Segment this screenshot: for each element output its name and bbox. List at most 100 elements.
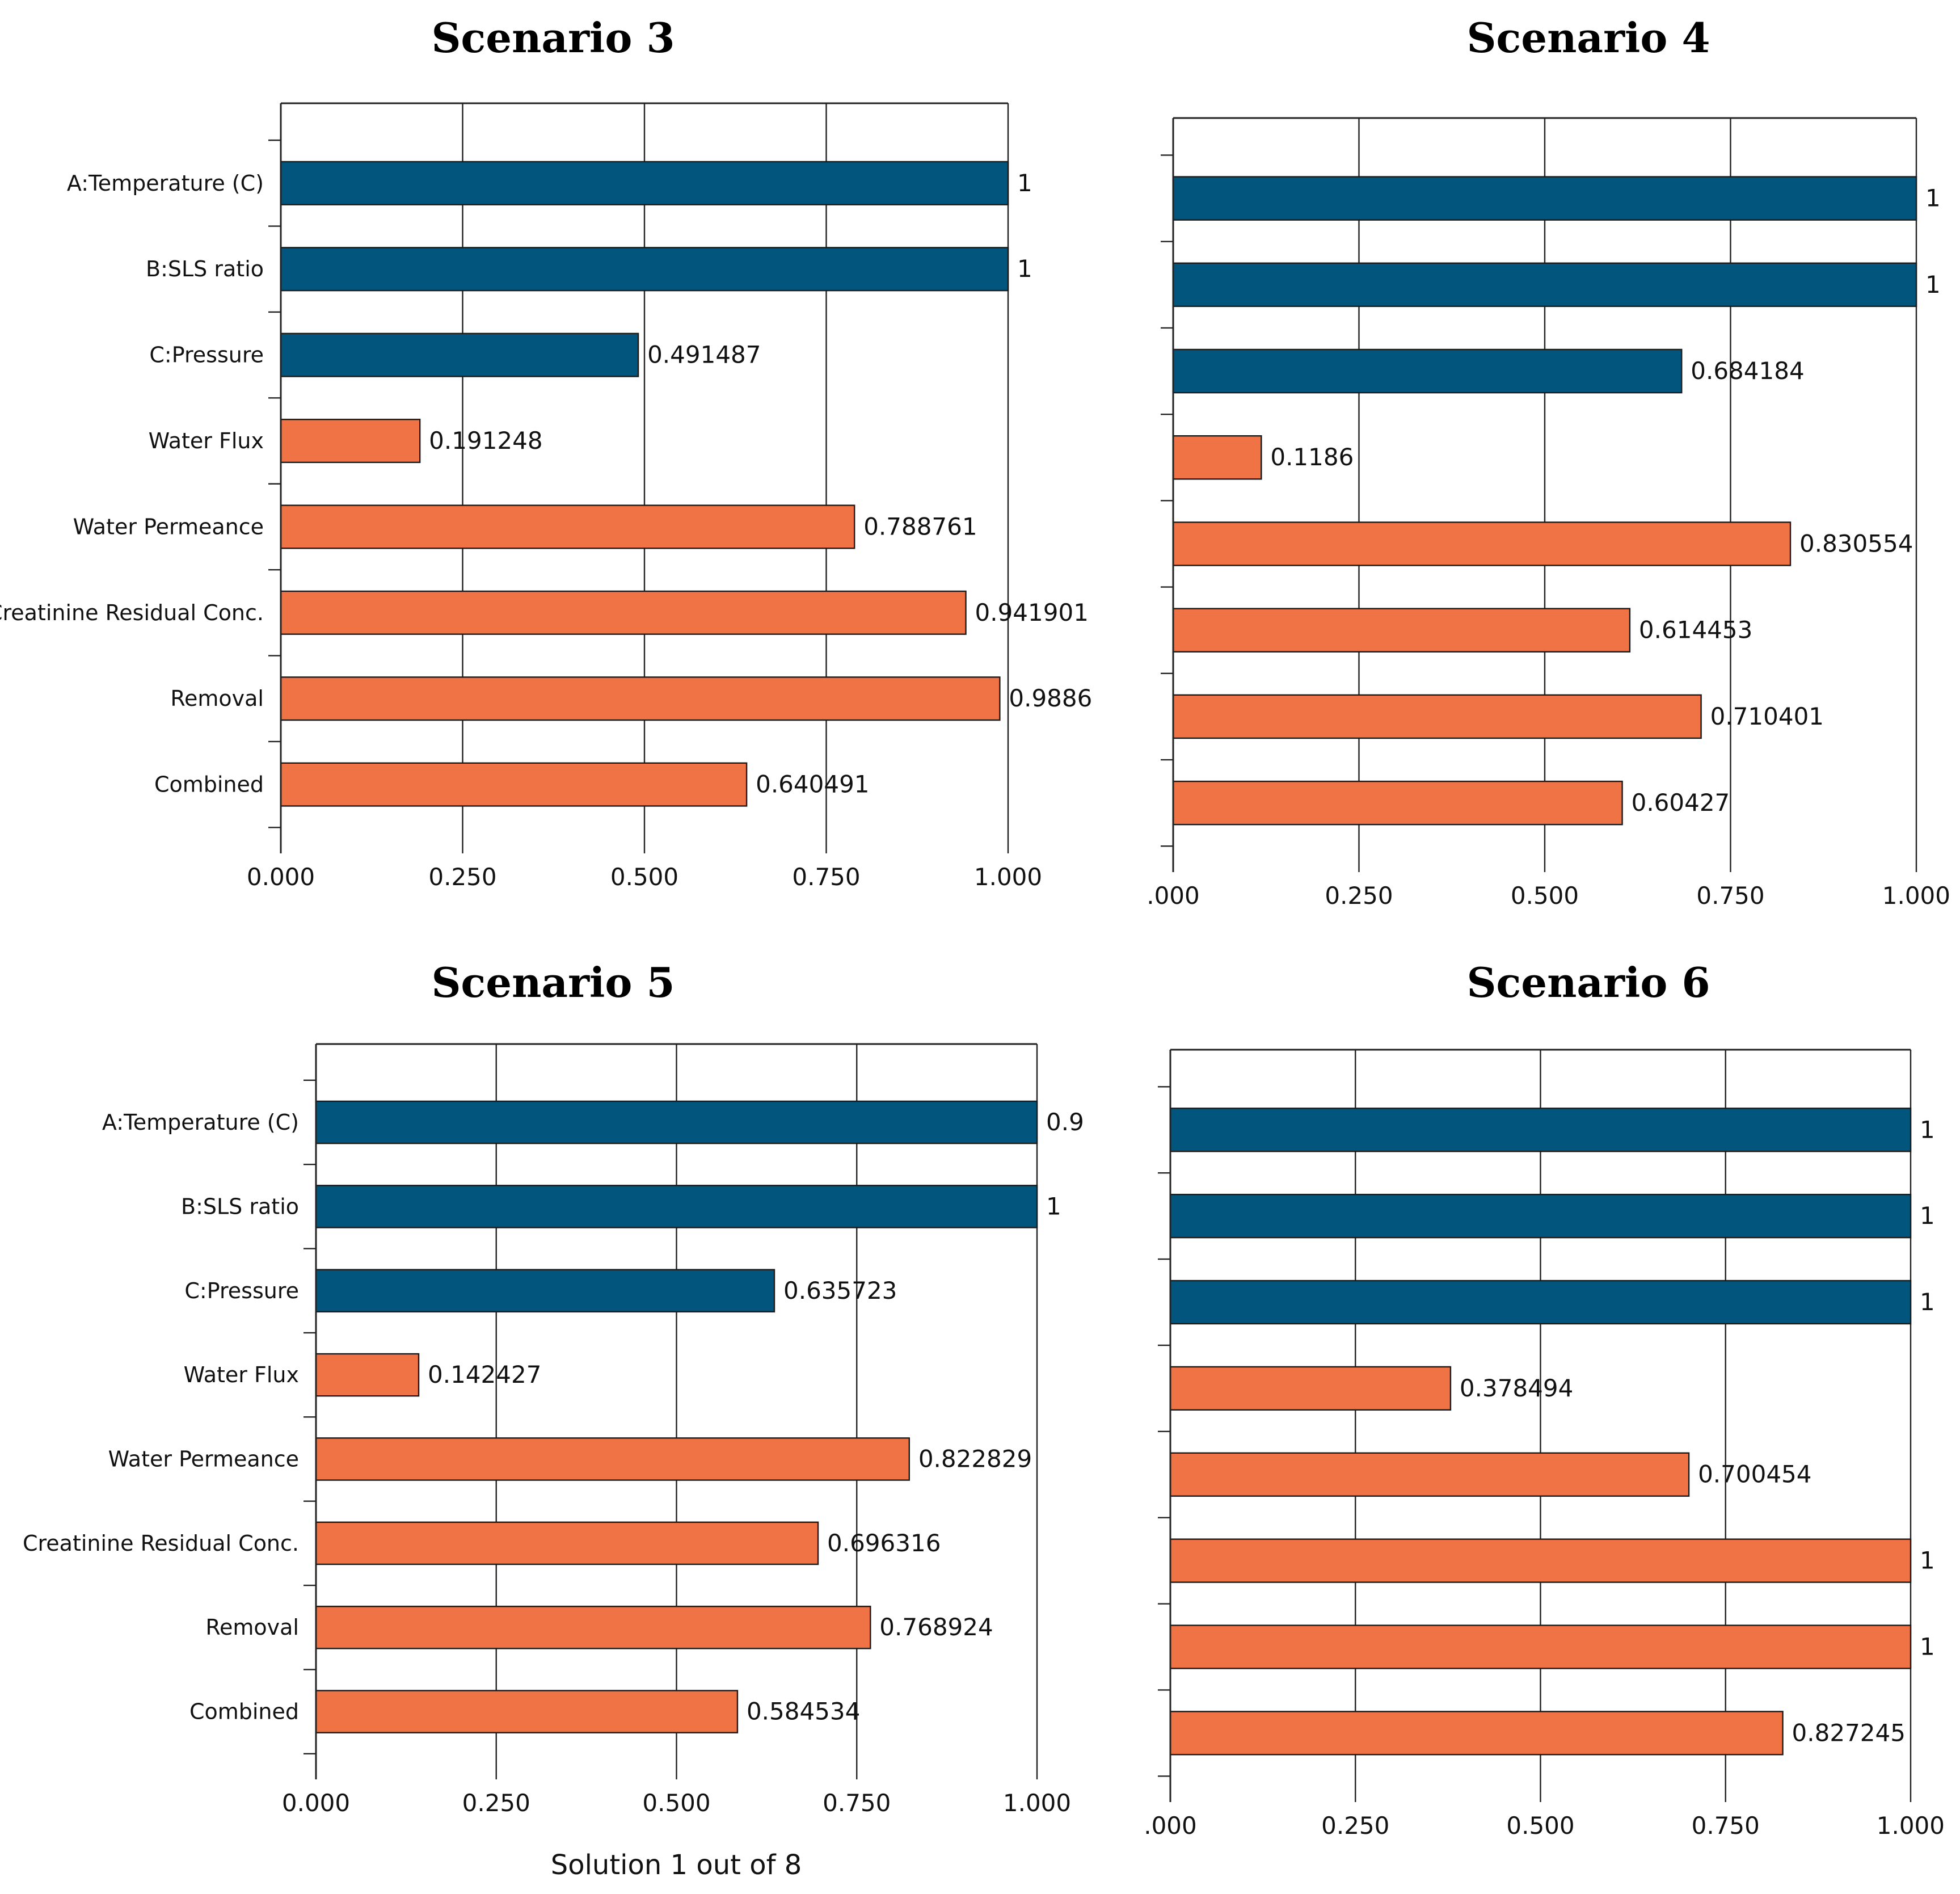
- category-label: Combined: [154, 772, 264, 797]
- panel-scenario-5: Scenario 5 0.9 A:Temperature (C) 1 B:SLS ra…: [23, 958, 1084, 1817]
- value-label: 0.378494: [1460, 1374, 1573, 1402]
- value-label: 0.700454: [1698, 1461, 1811, 1488]
- category-label: Water Permeance: [73, 514, 264, 539]
- x-tick-label: 0.750: [1696, 882, 1764, 910]
- category-label: C:Pressure: [149, 343, 264, 368]
- panel-title: Scenario 5: [431, 958, 675, 1007]
- value-label: 0.941901: [975, 599, 1089, 626]
- bar-creatinine-residual-conc: [315, 1521, 819, 1565]
- category-label: Water Flux: [149, 428, 264, 453]
- value-label: 0.710401: [1710, 702, 1824, 730]
- bar-removal: [315, 1605, 871, 1649]
- bar-water-flux: [1172, 435, 1262, 480]
- plot-area: 0.9 A:Temperature (C) 1 B:SLS ratio 0.635723…: [23, 1043, 1084, 1817]
- value-label: 0.827245: [1792, 1719, 1906, 1746]
- value-label: 1: [1925, 271, 1941, 298]
- x-tick-label: 1.000: [974, 863, 1042, 891]
- category-label: A:Temperature (C): [67, 171, 264, 196]
- bar-water-permeance: [1169, 1452, 1690, 1497]
- value-label: 1: [1920, 1288, 1935, 1316]
- bar-combined: [280, 762, 748, 807]
- bar-combined: [1172, 780, 1623, 826]
- panel-title: Scenario 6: [1466, 958, 1710, 1007]
- x-tick-label: 0.500: [610, 863, 678, 891]
- x-tick-label: 1.000: [1877, 1812, 1945, 1840]
- bar-a-temperature-c: [280, 161, 1009, 205]
- category-label: B:SLS ratio: [181, 1194, 299, 1219]
- x-tick-label: 0.250: [428, 863, 496, 891]
- value-label: 0.1186: [1270, 443, 1354, 471]
- bar-creatinine-residual-conc: [280, 590, 967, 635]
- category-label: Combined: [189, 1699, 299, 1724]
- bar-water-permeance: [280, 504, 855, 549]
- x-tick-label: 0.500: [1506, 1812, 1574, 1840]
- bar-combined: [1169, 1711, 1784, 1756]
- value-label: 0.9886: [1009, 684, 1092, 712]
- value-label: 1: [1925, 184, 1941, 212]
- bar-b-sls-ratio: [315, 1185, 1038, 1228]
- value-label: 0.768924: [879, 1613, 993, 1641]
- x-tick-label: 0.750: [1692, 1812, 1760, 1840]
- bar-c-pressure: [280, 332, 639, 377]
- x-tick-label: 1.000: [1003, 1789, 1071, 1817]
- category-label: Removal: [170, 686, 264, 711]
- bar-c-pressure: [1169, 1279, 1912, 1325]
- bar-removal: [1169, 1624, 1912, 1669]
- x-tick-label: 0.250: [1325, 882, 1393, 910]
- x-tick-label: 0.500: [642, 1789, 710, 1817]
- bar-c-pressure: [1172, 348, 1683, 394]
- bar-a-temperature-c: [1172, 176, 1917, 221]
- value-label: 0.191248: [429, 427, 542, 454]
- value-label: 1: [1046, 1192, 1061, 1220]
- bar-combined: [315, 1690, 739, 1733]
- panel-scenario-4: Scenario 4 1 1 0.684184 0.1186 0.830554 0.614…: [1147, 14, 1950, 910]
- value-label: 1: [1920, 1202, 1935, 1230]
- solution-caption: Solution 1 out of 8: [551, 1849, 802, 1881]
- x-tick-label: 0.000: [247, 863, 315, 891]
- category-label: Removal: [205, 1615, 299, 1640]
- category-label: B:SLS ratio: [146, 256, 264, 281]
- panel-scenario-6: Scenario 6 1 1 1 0.378494 0.700454 1 1 0.827245…: [1144, 958, 1945, 1840]
- value-label: 0.614453: [1639, 616, 1752, 644]
- category-label: Creatinine Residual Conc.: [0, 600, 264, 625]
- bar-water-permeance: [1172, 521, 1792, 566]
- value-label: 1: [1017, 169, 1032, 197]
- x-tick-label: 0.250: [462, 1789, 530, 1817]
- bar-a-temperature-c: [315, 1100, 1038, 1144]
- x-tick-label: 0.000: [282, 1789, 350, 1817]
- value-label: 0.696316: [827, 1529, 941, 1557]
- bar-c-pressure: [315, 1269, 775, 1313]
- bar-a-temperature-c: [1169, 1108, 1912, 1152]
- value-label: 0.788761: [863, 512, 977, 540]
- value-label: 0.635723: [783, 1277, 897, 1304]
- value-label: 0.60427: [1632, 789, 1730, 816]
- value-label: 1: [1920, 1116, 1935, 1143]
- plot-area: 1 1 1 0.378494 0.700454 1 1 0.827245 .000 0.250 0.…: [1144, 1049, 1945, 1840]
- panel-scenario-3: Scenario 3 1 A:Temperature (C) 1 B:SLS rati…: [0, 14, 1092, 891]
- bar-b-sls-ratio: [1172, 262, 1917, 308]
- x-tick-label: 0.500: [1511, 882, 1579, 910]
- bar-removal: [280, 676, 1001, 721]
- category-label: Water Flux: [184, 1362, 299, 1387]
- value-label: 0.142427: [428, 1361, 541, 1388]
- plot-area: 1 1 0.684184 0.1186 0.830554 0.614453 0.710401…: [1147, 117, 1950, 910]
- bar-b-sls-ratio: [1169, 1193, 1912, 1239]
- value-label: 0.822829: [918, 1445, 1032, 1472]
- value-label: 0.640491: [756, 771, 869, 798]
- category-label: Water Permeance: [108, 1446, 299, 1471]
- value-label: 0.830554: [1799, 529, 1913, 557]
- value-label: 0.584534: [747, 1698, 860, 1725]
- bar-water-flux: [280, 418, 421, 464]
- category-label: A:Temperature (C): [102, 1110, 299, 1135]
- panel-title: Scenario 4: [1466, 14, 1710, 62]
- x-tick-label: .000: [1144, 1812, 1197, 1840]
- bar-water-flux: [1169, 1366, 1452, 1411]
- x-tick-label: .000: [1147, 882, 1200, 910]
- category-label: Creatinine Residual Conc.: [23, 1531, 299, 1556]
- panel-title: Scenario 3: [431, 14, 675, 62]
- x-tick-label: 0.250: [1321, 1812, 1389, 1840]
- bar-removal: [1172, 694, 1702, 739]
- x-tick-label: 1.000: [1882, 882, 1950, 910]
- value-label: 1: [1920, 1547, 1935, 1575]
